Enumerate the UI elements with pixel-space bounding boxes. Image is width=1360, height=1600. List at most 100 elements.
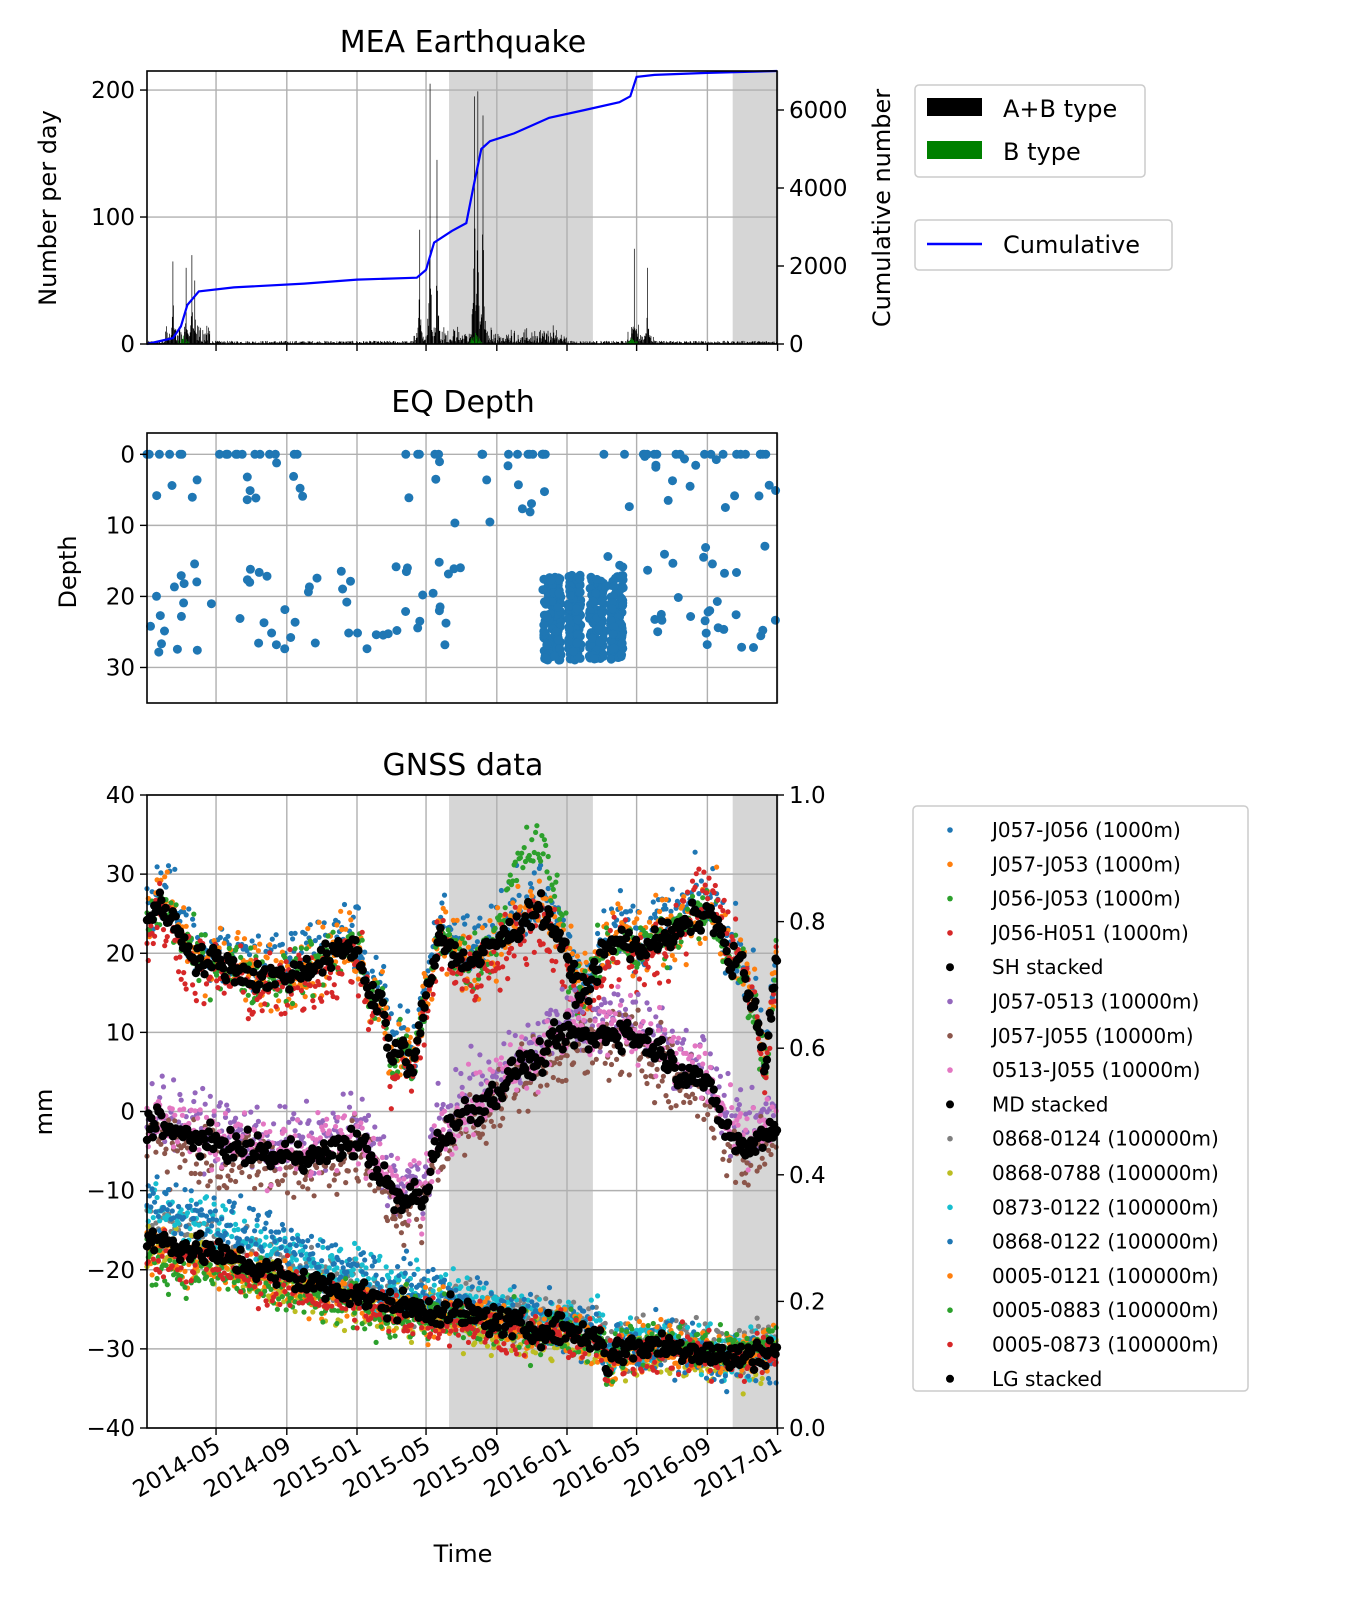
depth-point [719,624,729,634]
ab-type-bar [217,341,219,344]
gnss-point [633,999,639,1005]
ab-type-bar [613,340,614,344]
ab-type-bar [676,341,678,344]
gnss-point [183,912,189,918]
depth-point [292,449,302,459]
gnss-point [655,1083,662,1089]
gnss-point [298,945,304,951]
ab-type-bar [654,341,656,344]
depth-point [538,585,548,595]
gnss-point [545,853,551,860]
ab-type-bar [304,341,305,344]
gnss-point [330,1110,336,1116]
gnss-point [517,904,524,910]
gnss-point [692,1095,698,1102]
gnss-point [715,897,721,903]
gnss-point [468,1043,474,1049]
ab-type-bar [262,341,264,344]
cumulative-legend-label: Cumulative [1003,231,1140,259]
depth-point [685,481,695,491]
ab-type-bar [666,341,667,344]
ab-type-bar [693,341,695,344]
ab-type-bar [635,330,636,344]
ab-type-bar [632,328,633,344]
ab-type-bar [746,341,748,344]
ab-type-bar [189,335,190,344]
gnss-point [529,893,535,899]
ab-type-bar [403,341,404,344]
depth-point [540,487,549,497]
gnss-point [440,1164,446,1170]
ab-type-bar [758,341,760,344]
ab-type-bar [483,306,485,344]
gnss-point [221,940,227,946]
gnss-point [311,1004,317,1010]
gnss-point [339,971,345,977]
b-type-legend-label: B type [1003,138,1081,166]
ab-type-bar [196,334,197,344]
ab-type-bar [651,341,653,344]
ab-type-bar [429,258,430,344]
gnss-point [365,1026,372,1033]
gnss-ylabel: mm [30,1089,58,1136]
ab-type-bar [179,329,181,344]
gnss-point [473,994,479,1000]
ab-type-bar [558,341,560,344]
ab-type-bar [265,341,267,344]
ab-type-bar [532,336,534,344]
gnss-point [331,1177,337,1183]
gnss-point [550,967,556,973]
gnss-point [627,908,634,914]
gnss-point [388,1011,394,1017]
ab-type-bar [485,329,487,344]
gnss-point [644,1080,650,1087]
gnss-point [738,937,744,943]
ab-type-bar [426,335,428,344]
gnss-point [524,961,530,968]
gnss-point [192,1170,198,1177]
depth-point [270,449,280,459]
gnss-point [636,909,643,915]
ab-type-bar [648,337,650,344]
ab-type-bar [418,317,419,344]
depth-points [142,449,781,665]
depth-point [280,605,290,615]
gnss-point [197,1171,203,1177]
ab-type-bar [669,341,671,344]
ab-type-bar [347,341,349,344]
ab-type-bar [717,341,719,344]
y-tick-label: 30 [106,655,135,681]
gnss-point [348,917,354,923]
gnss-point [179,1112,185,1118]
depth-point [154,647,164,657]
gnss-point [579,1009,586,1015]
ab-type-bar [772,342,773,344]
b-type-bar [635,340,637,344]
ab-type-bar [300,341,302,344]
b-type-bar [478,341,480,344]
ab-type-bar [696,341,697,344]
ab-type-bar [773,341,775,344]
gnss-point [681,1099,687,1105]
ab-type-bar [689,341,691,344]
gnss-point [488,903,494,909]
ab-type-bar [645,333,647,344]
gnss-point [359,956,365,962]
ab-type-bar [283,341,285,344]
gnss-point [203,981,210,987]
gnss-point [295,1117,301,1123]
depth-point [310,638,320,648]
gnss-point [543,896,549,902]
ab-type-bar [169,340,171,344]
depth-point [553,602,563,612]
ab-type-bar [742,340,744,344]
gnss-point [405,1027,411,1033]
ab-type-bar [309,341,311,344]
gnss-point [324,1116,330,1122]
gnss-point [773,944,779,950]
ab-type-bar [362,341,364,344]
ab-type-bar [616,341,617,344]
gnss-point [521,845,527,851]
depth-point [700,616,710,626]
gnss-point [484,968,491,974]
